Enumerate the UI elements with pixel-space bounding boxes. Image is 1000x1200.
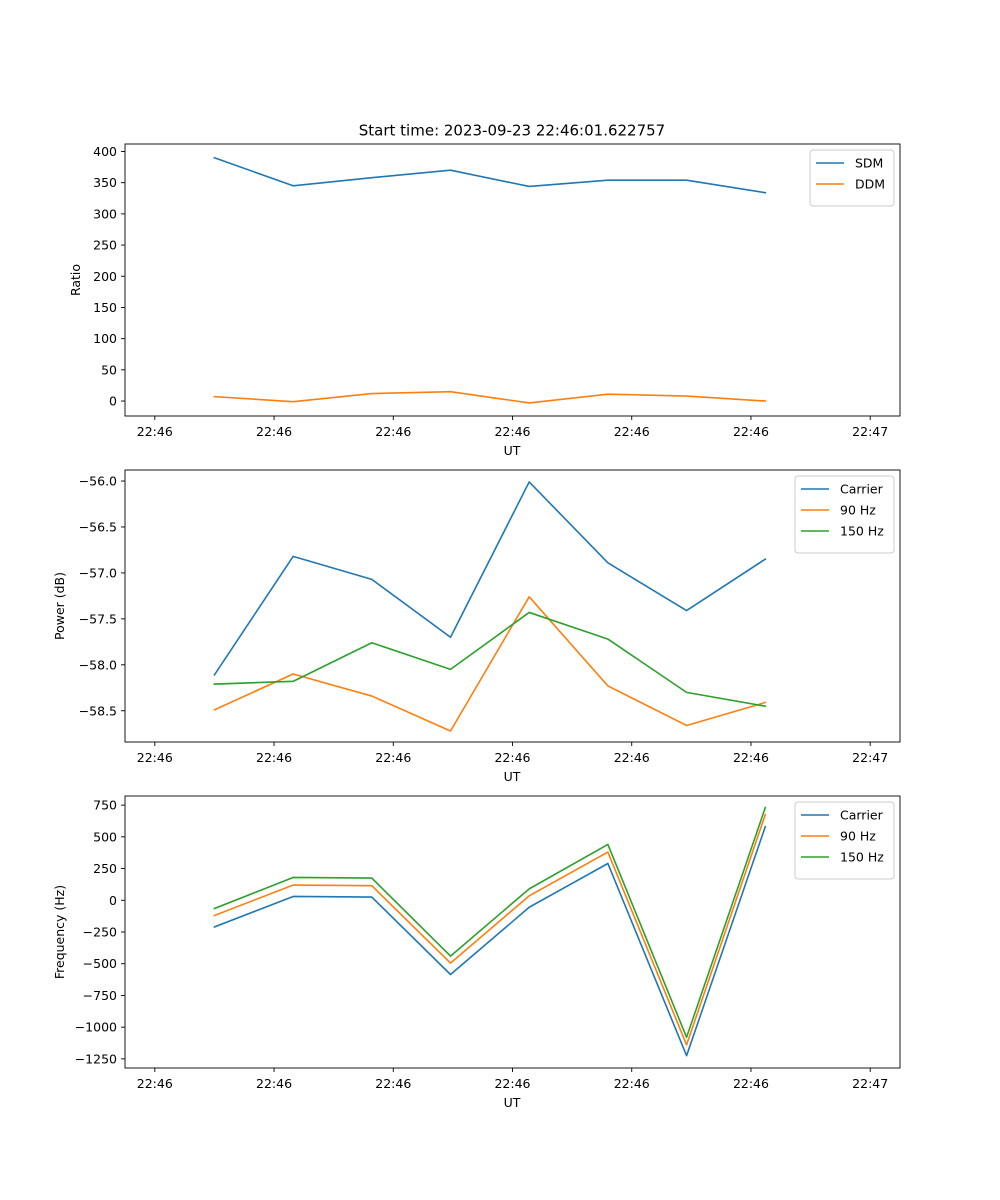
power-x-tick-label: 22:46	[494, 750, 530, 765]
frequency-x-tick-label: 22:47	[852, 1076, 888, 1091]
power-x-axis-label: UT	[504, 769, 521, 784]
frequency-legend-label-90-hz: 90 Hz	[840, 829, 876, 844]
ratio-y-tick-label: 200	[93, 269, 117, 284]
ratio-panel: 22:46 22:46 22:46 22:46 22:46 22:46 22:47 0 50 10…	[68, 143, 901, 458]
power-y-tick-label: −58.5	[79, 703, 117, 718]
frequency-x-tick-label: 22:46	[733, 1076, 769, 1091]
power-y-tick-label: −56.0	[79, 474, 117, 489]
ratio-series-ddm-line	[213, 390, 767, 404]
ratio-y-tick-label: 100	[93, 331, 117, 346]
power-y-tick-label: −57.0	[79, 565, 117, 580]
ratio-x-tick-label: 22:46	[375, 424, 411, 439]
ratio-x-tick-label: 22:47	[852, 424, 888, 439]
power-legend-label-carrier: Carrier	[840, 482, 884, 497]
power-y-tick-label: −57.5	[79, 611, 117, 626]
frequency-y-tick-label: −1250	[75, 1051, 117, 1066]
power-y-axis-label: Power (dB)	[52, 572, 67, 640]
power-series-150-hz-line	[213, 611, 767, 708]
ratio-y-axis-label: Ratio	[68, 264, 83, 296]
ratio-legend-box	[809, 149, 895, 207]
frequency-y-tick-label: 750	[93, 798, 117, 813]
ratio-x-tick-label: 22:46	[494, 424, 530, 439]
ratio-x-tick-label: 22:46	[614, 424, 650, 439]
ratio-legend-label-ddm: DDM	[855, 177, 885, 192]
frequency-x-tick-label: 22:46	[614, 1076, 650, 1091]
frequency-legend-box	[794, 801, 895, 880]
ratio-y-tick-label: 300	[93, 206, 117, 221]
power-legend-label-90-hz: 90 Hz	[840, 503, 876, 518]
power-legend-box	[794, 475, 895, 554]
ratio-y-tick-label: 400	[93, 144, 117, 159]
power-legend-label-150-hz: 150 Hz	[840, 524, 884, 539]
frequency-panel: 22:46 22:46 22:46 22:46 22:46 22:46 22:47 −1250…	[52, 795, 901, 1110]
frequency-y-tick-label: −250	[83, 925, 117, 940]
power-x-tick-label: 22:46	[375, 750, 411, 765]
power-y-tick-label: −56.5	[79, 519, 117, 534]
power-y-tick-label: −58.0	[79, 657, 117, 672]
frequency-legend-label-carrier: Carrier	[840, 808, 884, 823]
ratio-x-tick-label: 22:46	[256, 424, 292, 439]
frequency-y-tick-label: −500	[83, 956, 117, 971]
frequency-y-tick-label: 500	[93, 829, 117, 844]
power-x-tick-label: 22:46	[137, 750, 173, 765]
power-legend: Carrier 90 Hz 150 Hz	[794, 475, 895, 554]
power-series-90-hz-line	[213, 596, 767, 732]
ratio-x-tick-label: 22:46	[733, 424, 769, 439]
ratio-x-axis-label: UT	[504, 443, 521, 458]
frequency-series-150-hz-line	[213, 806, 767, 1039]
power-series-carrier-line	[213, 481, 767, 677]
ratio-legend: SDM DDM	[809, 149, 895, 207]
ratio-y-tick-label: 150	[93, 300, 117, 315]
frequency-legend-label-150-hz: 150 Hz	[840, 850, 884, 865]
frequency-y-tick-label: −1000	[75, 1020, 117, 1035]
frequency-y-tick-label: 0	[109, 893, 117, 908]
frequency-y-tick-label: 250	[93, 861, 117, 876]
frequency-x-tick-label: 22:46	[256, 1076, 292, 1091]
ratio-y-tick-label: 250	[93, 238, 117, 253]
frequency-x-tick-label: 22:46	[375, 1076, 411, 1091]
frequency-y-tick-label: −750	[83, 988, 117, 1003]
ratio-series-sdm-line	[213, 156, 767, 194]
frequency-x-tick-label: 22:46	[137, 1076, 173, 1091]
ratio-legend-label-sdm: SDM	[855, 156, 883, 171]
power-x-tick-label: 22:47	[852, 750, 888, 765]
figure-title: Start time: 2023-09-23 22:46:01.622757	[359, 122, 665, 140]
ratio-y-tick-label: 50	[101, 362, 117, 377]
power-panel: 22:46 22:46 22:46 22:46 22:46 22:46 22:47 −58.5…	[52, 469, 901, 784]
power-x-tick-label: 22:46	[733, 750, 769, 765]
frequency-series-90-hz-line	[213, 813, 767, 1046]
ratio-y-tick-label: 350	[93, 175, 117, 190]
frequency-y-axis-label: Frequency (Hz)	[52, 885, 67, 979]
ratio-y-tick-label: 0	[109, 394, 117, 409]
frequency-legend: Carrier 90 Hz 150 Hz	[794, 801, 895, 880]
ratio-x-tick-label: 22:46	[137, 424, 173, 439]
power-x-tick-label: 22:46	[614, 750, 650, 765]
frequency-x-axis-label: UT	[504, 1095, 521, 1110]
power-x-tick-label: 22:46	[256, 750, 292, 765]
frequency-series-carrier-line	[213, 825, 767, 1057]
frequency-x-tick-label: 22:46	[494, 1076, 530, 1091]
